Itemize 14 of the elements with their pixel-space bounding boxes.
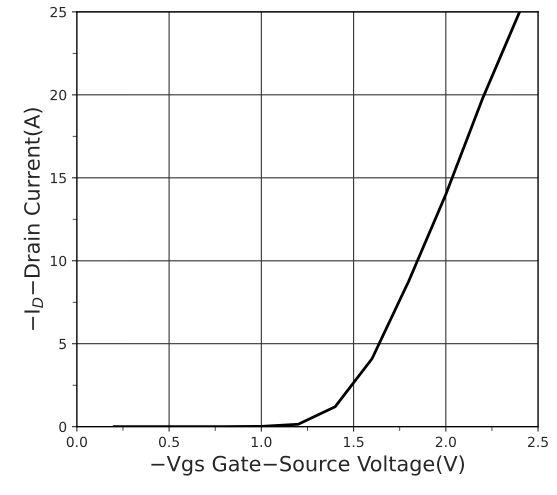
x-tick-label: 1.0	[252, 436, 272, 448]
x-tick-label: 0.5	[158, 436, 179, 448]
y-axis-title: −I$_{D}$−Drain Current(A)	[24, 108, 43, 330]
y-tick-label: 25	[50, 6, 66, 18]
x-tick-label: 2.5	[528, 436, 548, 448]
y-tick-label: 10	[50, 256, 66, 266]
y-tick-label: 5	[59, 338, 66, 350]
y-tick-label: 0	[59, 422, 66, 432]
y-tick-label: 15	[50, 172, 66, 184]
x-axis-title: −Vgs Gate−Source Voltage(V)	[151, 455, 464, 476]
y-tick-label: 20	[50, 90, 66, 100]
x-tick-label: 1.5	[344, 436, 364, 448]
x-tick-label: 2.0	[436, 436, 456, 448]
x-tick-label: 0.0	[66, 436, 87, 448]
